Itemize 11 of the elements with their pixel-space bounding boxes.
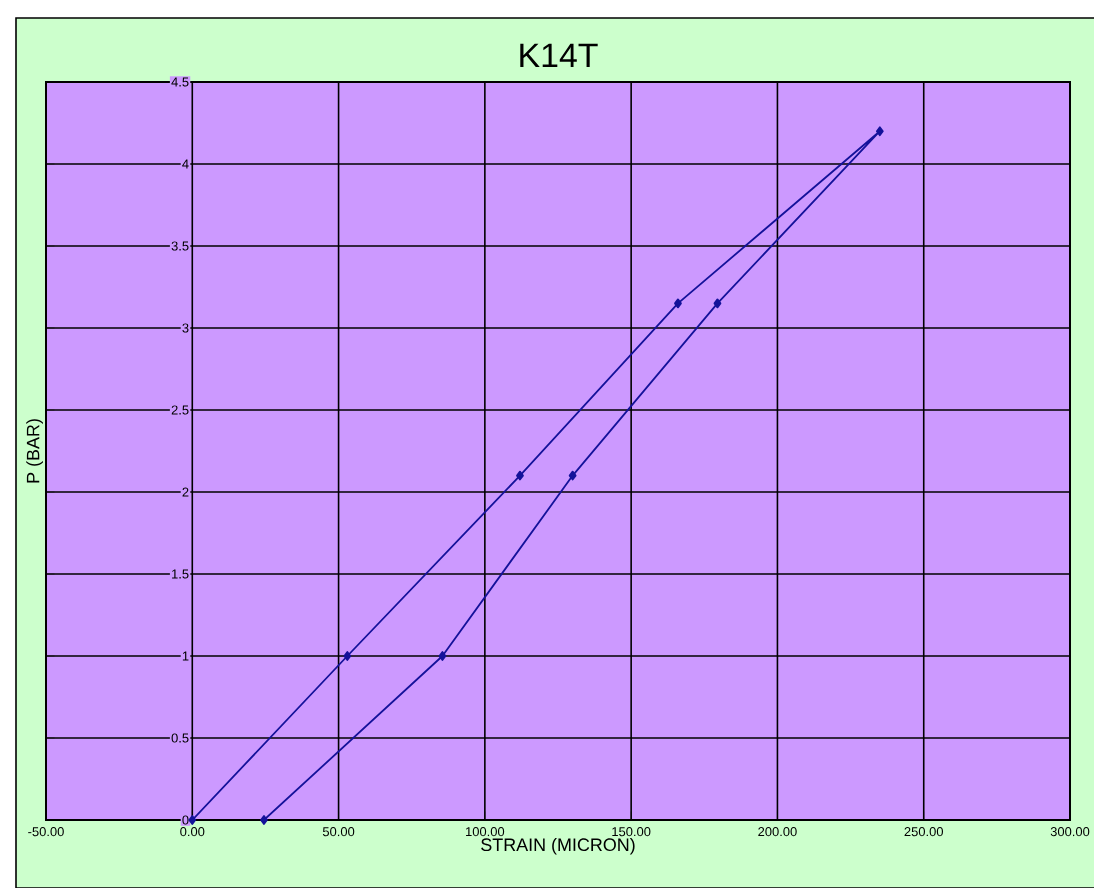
chart-title: K14T	[520, 43, 598, 67]
y-axis-title: P (BAR)	[26, 419, 43, 483]
point	[343, 651, 352, 661]
point	[875, 126, 884, 137]
point	[674, 298, 682, 309]
point	[260, 815, 268, 825]
point	[438, 651, 447, 661]
point	[516, 470, 524, 481]
x-axis-title: STRAIN (MICRON)	[481, 837, 635, 855]
point	[568, 470, 577, 481]
point	[713, 298, 722, 309]
